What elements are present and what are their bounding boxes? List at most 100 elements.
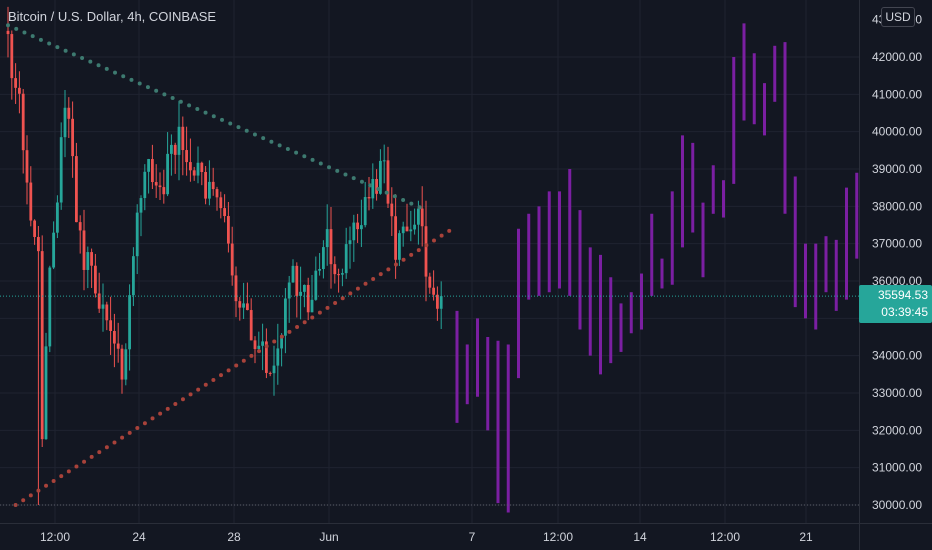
candle-body <box>227 216 230 244</box>
candle-body <box>97 293 101 309</box>
candle-body <box>291 265 295 283</box>
time-tick-label: 12:00 <box>40 530 70 544</box>
candle-body <box>367 197 371 199</box>
candle-body <box>261 341 264 346</box>
candle-body <box>211 181 215 190</box>
candle-body <box>90 252 93 266</box>
candle-body <box>363 197 367 226</box>
candle-body <box>428 276 432 288</box>
candle-body <box>40 251 44 440</box>
time-tick-label: Jun <box>319 530 338 544</box>
candle-body <box>234 275 238 302</box>
candle-body <box>116 343 120 349</box>
candle-body <box>94 265 97 294</box>
price-tick-label: 42000.00 <box>872 50 922 64</box>
time-tick-label: 28 <box>227 530 241 544</box>
candle-body <box>386 160 390 204</box>
candle-body <box>329 229 333 265</box>
price-tick-label: 36000.00 <box>872 274 922 288</box>
candle-body <box>310 299 314 313</box>
candle-body <box>75 156 78 223</box>
price-tick-label: 34000.00 <box>872 349 922 363</box>
candle-body <box>398 233 401 260</box>
candle-body <box>379 160 382 194</box>
candle-body <box>436 294 439 309</box>
price-tick-label: 33000.00 <box>872 386 922 400</box>
candle-body <box>394 216 397 260</box>
candle-body <box>341 273 344 275</box>
support-trendline <box>13 226 455 507</box>
candle-body <box>325 229 329 248</box>
candle-body <box>242 303 245 308</box>
candle-body <box>246 303 249 311</box>
candle-body <box>135 212 139 257</box>
candle-body <box>86 252 90 270</box>
candle-body <box>215 189 219 198</box>
candle-body <box>158 185 162 188</box>
candle-body <box>432 287 435 295</box>
candle-body <box>318 269 321 271</box>
candle-body <box>185 150 188 163</box>
candle-body <box>29 182 33 221</box>
candle-body <box>154 182 158 186</box>
price-tick-label: 30000.00 <box>872 498 922 512</box>
candle-body <box>238 301 242 308</box>
candle-body <box>257 345 261 350</box>
candle-body <box>44 346 48 440</box>
bar-countdown: 03:39:45 <box>881 305 928 319</box>
last-price-label: 35594.53 03:39:45 <box>859 285 932 323</box>
candle-body <box>71 118 74 157</box>
symbol-title: Bitcoin / U.S. Dollar, 4h, COINBASE <box>8 9 217 24</box>
candle-body <box>360 225 363 230</box>
time-tick-label: 12:00 <box>710 530 740 544</box>
candle-body <box>33 220 36 237</box>
candle-body <box>147 159 150 172</box>
candle-body <box>265 341 268 373</box>
candle-body <box>333 264 337 275</box>
candle-body <box>280 335 283 349</box>
price-tick-label: 31000.00 <box>872 461 922 475</box>
time-tick-label: 12:00 <box>543 530 573 544</box>
candle-body <box>124 349 128 380</box>
candle-body <box>166 153 169 195</box>
price-tick-label: 37000.00 <box>872 237 922 251</box>
candle-body <box>6 30 10 35</box>
candle-body <box>101 304 105 309</box>
last-price-value: 35594.53 <box>877 288 928 302</box>
candle-body <box>177 126 181 155</box>
candle-body <box>409 229 413 232</box>
price-tick-label: 38000.00 <box>872 199 922 213</box>
time-tick-label: 14 <box>633 530 647 544</box>
candle-body <box>25 150 29 183</box>
candle-body <box>219 197 223 209</box>
price-axis-panel <box>859 0 932 550</box>
candle-body <box>208 181 211 199</box>
candle-body <box>132 256 135 296</box>
resistance-trendline <box>6 23 428 213</box>
price-tick-label: 40000.00 <box>872 125 922 139</box>
candle-body <box>420 208 424 227</box>
candle-body <box>56 202 59 233</box>
candle-body <box>128 295 131 350</box>
candle-body <box>143 171 147 199</box>
candle-body <box>204 172 207 199</box>
candle-body <box>200 162 204 173</box>
candle-body <box>139 198 143 213</box>
candle-body <box>189 162 192 171</box>
candle-body <box>181 126 185 151</box>
currency-button[interactable]: USD <box>881 7 915 27</box>
candle-body <box>295 265 299 296</box>
candle-body <box>303 284 306 292</box>
candle-body <box>382 160 386 162</box>
candle-body <box>287 282 291 299</box>
candle-body <box>14 78 17 88</box>
candle-body <box>52 232 55 268</box>
candle-body <box>59 137 63 203</box>
price-tick-label: 39000.00 <box>872 162 922 176</box>
candle-body <box>417 208 420 225</box>
candle-body <box>272 365 276 374</box>
candle-body <box>151 159 154 183</box>
candle-body <box>21 93 25 151</box>
